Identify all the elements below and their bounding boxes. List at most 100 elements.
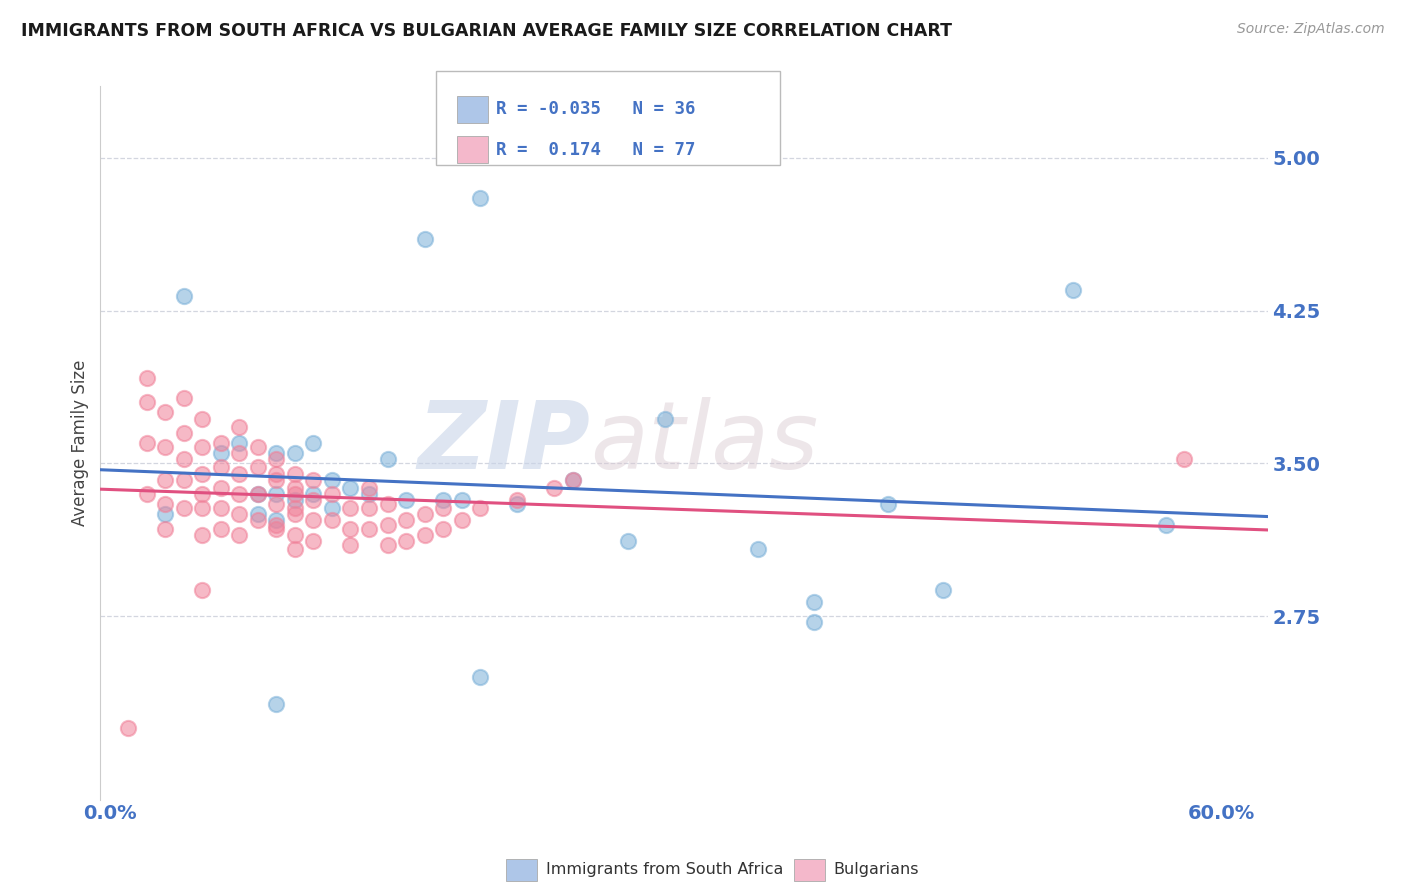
Point <box>321 473 343 487</box>
Point <box>209 436 232 450</box>
Point <box>284 541 307 556</box>
Point <box>228 467 250 481</box>
Point <box>135 395 157 409</box>
Point <box>339 481 361 495</box>
Text: ZIP: ZIP <box>418 397 591 489</box>
Point <box>153 440 176 454</box>
Point <box>209 446 232 460</box>
Point <box>191 411 214 425</box>
Point <box>357 522 380 536</box>
Y-axis label: Average Family Size: Average Family Size <box>72 359 89 526</box>
Point <box>413 527 436 541</box>
Point <box>302 473 325 487</box>
Point <box>803 595 825 609</box>
Point <box>246 508 269 522</box>
Point <box>173 425 195 440</box>
Point <box>284 467 307 481</box>
Point <box>377 517 399 532</box>
Point <box>339 538 361 552</box>
Text: R =  0.174   N = 77: R = 0.174 N = 77 <box>496 141 696 159</box>
Point <box>228 508 250 522</box>
Point <box>266 467 288 481</box>
Point <box>209 481 232 495</box>
Point <box>246 460 269 475</box>
Point <box>747 541 769 556</box>
Text: Immigrants from South Africa: Immigrants from South Africa <box>546 863 783 877</box>
Point <box>450 493 472 508</box>
Point <box>266 497 288 511</box>
Point <box>266 513 288 527</box>
Point <box>153 497 176 511</box>
Point <box>284 493 307 508</box>
Point <box>135 487 157 501</box>
Point <box>339 501 361 516</box>
Point <box>470 191 492 205</box>
Point <box>284 501 307 516</box>
Point <box>377 538 399 552</box>
Point <box>302 493 325 508</box>
Point <box>266 697 288 711</box>
Point <box>266 452 288 467</box>
Point <box>357 501 380 516</box>
Point <box>395 513 418 527</box>
Point <box>432 501 454 516</box>
Point <box>543 481 565 495</box>
Point <box>135 371 157 385</box>
Point <box>561 473 583 487</box>
Point <box>135 436 157 450</box>
Text: Source: ZipAtlas.com: Source: ZipAtlas.com <box>1237 22 1385 37</box>
Point <box>803 615 825 630</box>
Point <box>153 405 176 419</box>
Point <box>209 522 232 536</box>
Point <box>266 446 288 460</box>
Point <box>284 481 307 495</box>
Point <box>209 460 232 475</box>
Point <box>450 513 472 527</box>
Point <box>191 527 214 541</box>
Point <box>506 497 529 511</box>
Point <box>395 533 418 548</box>
Text: Bulgarians: Bulgarians <box>834 863 920 877</box>
Point <box>228 436 250 450</box>
Point <box>284 446 307 460</box>
Point <box>246 513 269 527</box>
Point <box>357 481 380 495</box>
Point <box>654 411 676 425</box>
Point <box>191 582 214 597</box>
Point <box>432 522 454 536</box>
Point <box>339 522 361 536</box>
Point <box>321 513 343 527</box>
Point <box>246 440 269 454</box>
Point <box>932 582 955 597</box>
Point <box>284 508 307 522</box>
Point <box>1062 283 1084 297</box>
Point <box>302 436 325 450</box>
Point <box>209 501 232 516</box>
Point <box>228 446 250 460</box>
Point <box>302 513 325 527</box>
Point <box>432 493 454 508</box>
Point <box>876 497 898 511</box>
Point <box>266 522 288 536</box>
Point <box>395 493 418 508</box>
Text: IMMIGRANTS FROM SOUTH AFRICA VS BULGARIAN AVERAGE FAMILY SIZE CORRELATION CHART: IMMIGRANTS FROM SOUTH AFRICA VS BULGARIA… <box>21 22 952 40</box>
Point <box>228 419 250 434</box>
Point <box>302 487 325 501</box>
Point <box>470 501 492 516</box>
Point <box>173 289 195 303</box>
Point <box>173 501 195 516</box>
Point <box>561 473 583 487</box>
Point <box>191 487 214 501</box>
Point <box>506 493 529 508</box>
Point <box>266 473 288 487</box>
Point <box>266 517 288 532</box>
Point <box>357 487 380 501</box>
Point <box>173 391 195 405</box>
Text: R = -0.035   N = 36: R = -0.035 N = 36 <box>496 100 696 119</box>
Point <box>1154 517 1177 532</box>
Point <box>377 497 399 511</box>
Point <box>413 232 436 246</box>
Text: atlas: atlas <box>591 398 818 489</box>
Point <box>191 440 214 454</box>
Point <box>246 487 269 501</box>
